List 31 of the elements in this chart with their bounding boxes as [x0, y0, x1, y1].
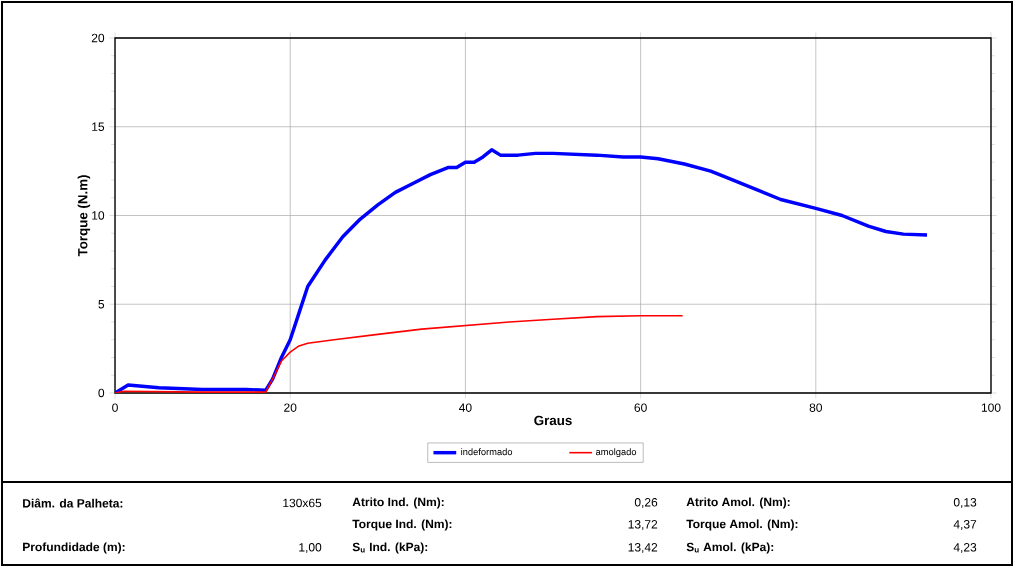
- text: S$_{u}$ Ind. (kPa):: [352, 542, 428, 554]
- x-tick-label: 60: [634, 403, 647, 412]
- y-tick-label: 20: [91, 33, 105, 43]
- text: 13,42: [628, 543, 658, 553]
- text: 1,00: [299, 543, 322, 553]
- text: Torque Ind. (Nm):: [352, 519, 452, 531]
- text: 4,23: [953, 543, 977, 553]
- text: 4,37: [953, 520, 977, 530]
- y-axis-title: Torque (N.m): [77, 175, 91, 257]
- legend-label: indeformado: [461, 448, 513, 456]
- y-tick-label: 0: [98, 388, 105, 398]
- x-tick-label: 100: [981, 403, 1001, 412]
- text: 0,26: [634, 498, 658, 508]
- y-tick-label: 15: [92, 122, 105, 131]
- text: Torque Amol. (Nm):: [686, 519, 798, 531]
- text: Diâm. da Palheta:: [23, 498, 123, 508]
- x-tick-label: 40: [459, 403, 472, 412]
- x-tick-label: 20: [284, 403, 297, 412]
- x-tick-label: 80: [809, 403, 823, 412]
- text: Atrito Amol. (Nm):: [686, 497, 790, 509]
- text: Profundidade (m):: [23, 542, 125, 554]
- x-axis-title: Graus: [534, 415, 572, 426]
- y-tick-label: 5: [98, 300, 105, 309]
- text: S$_{u}$ Amol. (kPa):: [686, 542, 774, 554]
- x-tick-label: 0: [112, 403, 118, 412]
- text: 130x65: [283, 498, 322, 508]
- y-tick-label: 10: [92, 211, 105, 220]
- text: 0,13: [953, 498, 977, 508]
- legend-label: amolgado: [595, 448, 637, 457]
- text: Atrito Ind. (Nm):: [352, 497, 444, 509]
- text: 13,72: [628, 520, 658, 530]
